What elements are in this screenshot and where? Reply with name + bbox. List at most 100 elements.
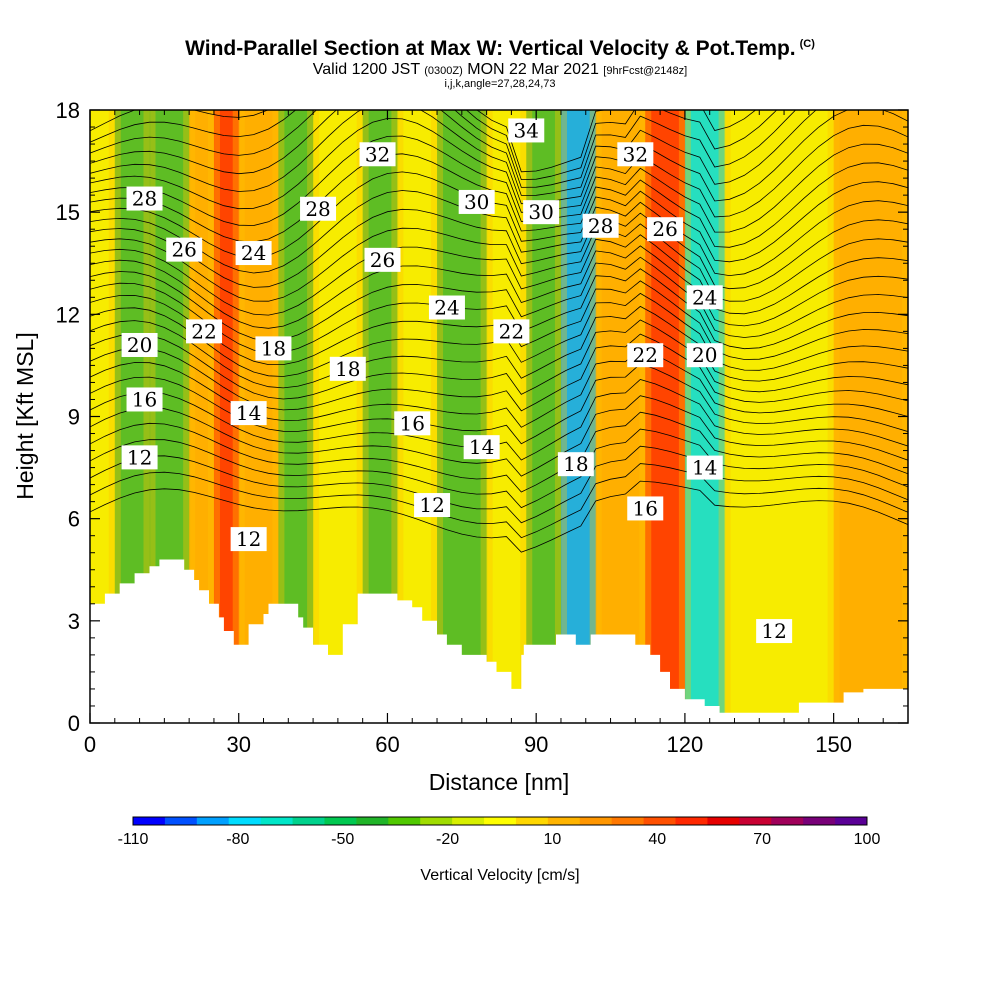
theta-label-text: 26 xyxy=(171,238,196,262)
theta-contour-line xyxy=(90,333,908,412)
x-tick-label: 30 xyxy=(226,732,250,757)
theta-label-bg xyxy=(458,189,495,214)
colorbar-swatch xyxy=(356,817,389,825)
x-tick-label: 0 xyxy=(84,732,96,757)
theta-label-bg xyxy=(617,142,654,167)
field-band xyxy=(684,110,726,723)
theta-label-text: 32 xyxy=(365,142,390,166)
colorbar-swatch xyxy=(515,817,549,825)
theta-contour-line xyxy=(90,428,908,509)
theta-label-text: 24 xyxy=(692,285,717,309)
theta-label-bg xyxy=(166,237,203,262)
colorbar-swatch xyxy=(196,817,230,825)
field-blend xyxy=(589,110,602,723)
theta-label-text: 12 xyxy=(236,527,261,551)
y-axis-label: Height [Kft MSL] xyxy=(12,332,38,499)
theta-contour-line xyxy=(90,348,908,428)
theta-label-text: 14 xyxy=(692,456,717,480)
theta-contour-labels: 34 32 32 28 30 30 28 28 26 26 24 26 24 24 22 22 20 18 22 20… xyxy=(121,118,793,644)
theta-contour-line xyxy=(90,110,908,205)
theta-label-text: 20 xyxy=(127,333,152,357)
theta-label-bg xyxy=(463,435,500,460)
theta-label-text: 22 xyxy=(499,319,524,343)
x-tick-label: 90 xyxy=(524,732,548,757)
theta-label: 22 xyxy=(493,319,530,344)
chart-title: Wind-Parallel Section at Max W: Vertical… xyxy=(0,37,1000,61)
x-tick-label: 60 xyxy=(375,732,399,757)
colorbar-tick-label: -20 xyxy=(436,831,459,848)
field-blend xyxy=(207,110,220,723)
theta-label-text: 26 xyxy=(652,217,677,241)
theta-label-text: 28 xyxy=(305,197,330,221)
theta-label-text: 16 xyxy=(132,387,157,411)
theta-label: 24 xyxy=(686,285,723,310)
theta-label-bg xyxy=(359,142,396,167)
colorbar-swatch xyxy=(420,817,453,825)
theta-label: 22 xyxy=(186,319,223,344)
theta-label: 34 xyxy=(508,118,545,143)
theta-label: 14 xyxy=(230,401,267,426)
theta-label: 16 xyxy=(394,411,431,436)
theta-label-bg xyxy=(523,200,560,225)
vertical-velocity-field xyxy=(90,110,908,723)
x-tick-label: 150 xyxy=(815,732,852,757)
valid-date: MON 22 Mar 2021 xyxy=(467,61,599,78)
theta-label: 24 xyxy=(428,295,465,320)
theta-label: 12 xyxy=(121,445,158,470)
x-axis-label: Distance [nm] xyxy=(429,769,570,795)
theta-contour-line xyxy=(90,153,908,248)
theta-label: 20 xyxy=(686,343,723,368)
colorbar-swatch xyxy=(133,817,166,825)
colorbar-swatch xyxy=(484,817,517,825)
colorbar-tick-label: 40 xyxy=(648,831,666,848)
colorbar-tick-label: -80 xyxy=(226,831,249,848)
theta-label-bg xyxy=(230,401,267,426)
theta-label: 18 xyxy=(255,336,292,361)
theta-label-text: 18 xyxy=(261,336,286,360)
theta-label: 26 xyxy=(166,237,203,262)
theta-label: 32 xyxy=(617,142,654,167)
theta-label-bg xyxy=(414,493,451,518)
theta-label: 30 xyxy=(458,189,495,214)
theta-label-text: 12 xyxy=(127,445,152,469)
colorbar-swatch xyxy=(324,817,357,825)
theta-label-text: 18 xyxy=(335,357,360,381)
theta-contour-line xyxy=(90,480,908,553)
theta-contour-line xyxy=(90,110,817,196)
theta-label: 14 xyxy=(463,435,500,460)
field-blend xyxy=(431,110,444,723)
theta-label: 28 xyxy=(300,196,337,221)
theta-label-text: 14 xyxy=(236,401,261,425)
theta-label: 28 xyxy=(126,186,163,211)
field-blend xyxy=(108,110,121,723)
theta-label-text: 32 xyxy=(623,142,648,166)
theta-label-bg xyxy=(121,445,158,470)
colorbar-tick-label: 70 xyxy=(753,831,771,848)
theta-label: 18 xyxy=(329,356,366,381)
axes: 0 30 60 90 120 150 0 3 6 9 12 15 18 xyxy=(56,98,908,757)
theta-label-bg xyxy=(686,455,723,480)
y-tick-label: 0 xyxy=(68,711,80,736)
colorbar-swatch xyxy=(547,817,581,825)
theta-label-text: 18 xyxy=(563,452,588,476)
theta-label-text: 24 xyxy=(434,296,459,320)
theta-contour-line xyxy=(90,171,908,263)
theta-contour-line xyxy=(90,245,908,329)
colorbar-swatch xyxy=(675,817,708,825)
field-blend xyxy=(718,110,731,723)
theta-contour-line xyxy=(90,411,908,493)
colorbar-title: Vertical Velocity [cm/s] xyxy=(420,867,579,884)
copyright-mark: (C) xyxy=(799,38,815,50)
theta-contour-line xyxy=(90,363,908,445)
field-blend xyxy=(307,110,320,723)
colorbar-swatch xyxy=(771,817,804,825)
field-blend xyxy=(678,110,691,723)
theta-label-bg xyxy=(647,217,684,242)
theta-contour-line xyxy=(90,256,908,342)
theta-label-text: 12 xyxy=(761,619,786,643)
theta-label: 12 xyxy=(230,527,267,552)
colorbar-swatch xyxy=(388,817,421,825)
theta-contour-line xyxy=(90,463,908,539)
theta-label-text: 20 xyxy=(692,343,717,367)
